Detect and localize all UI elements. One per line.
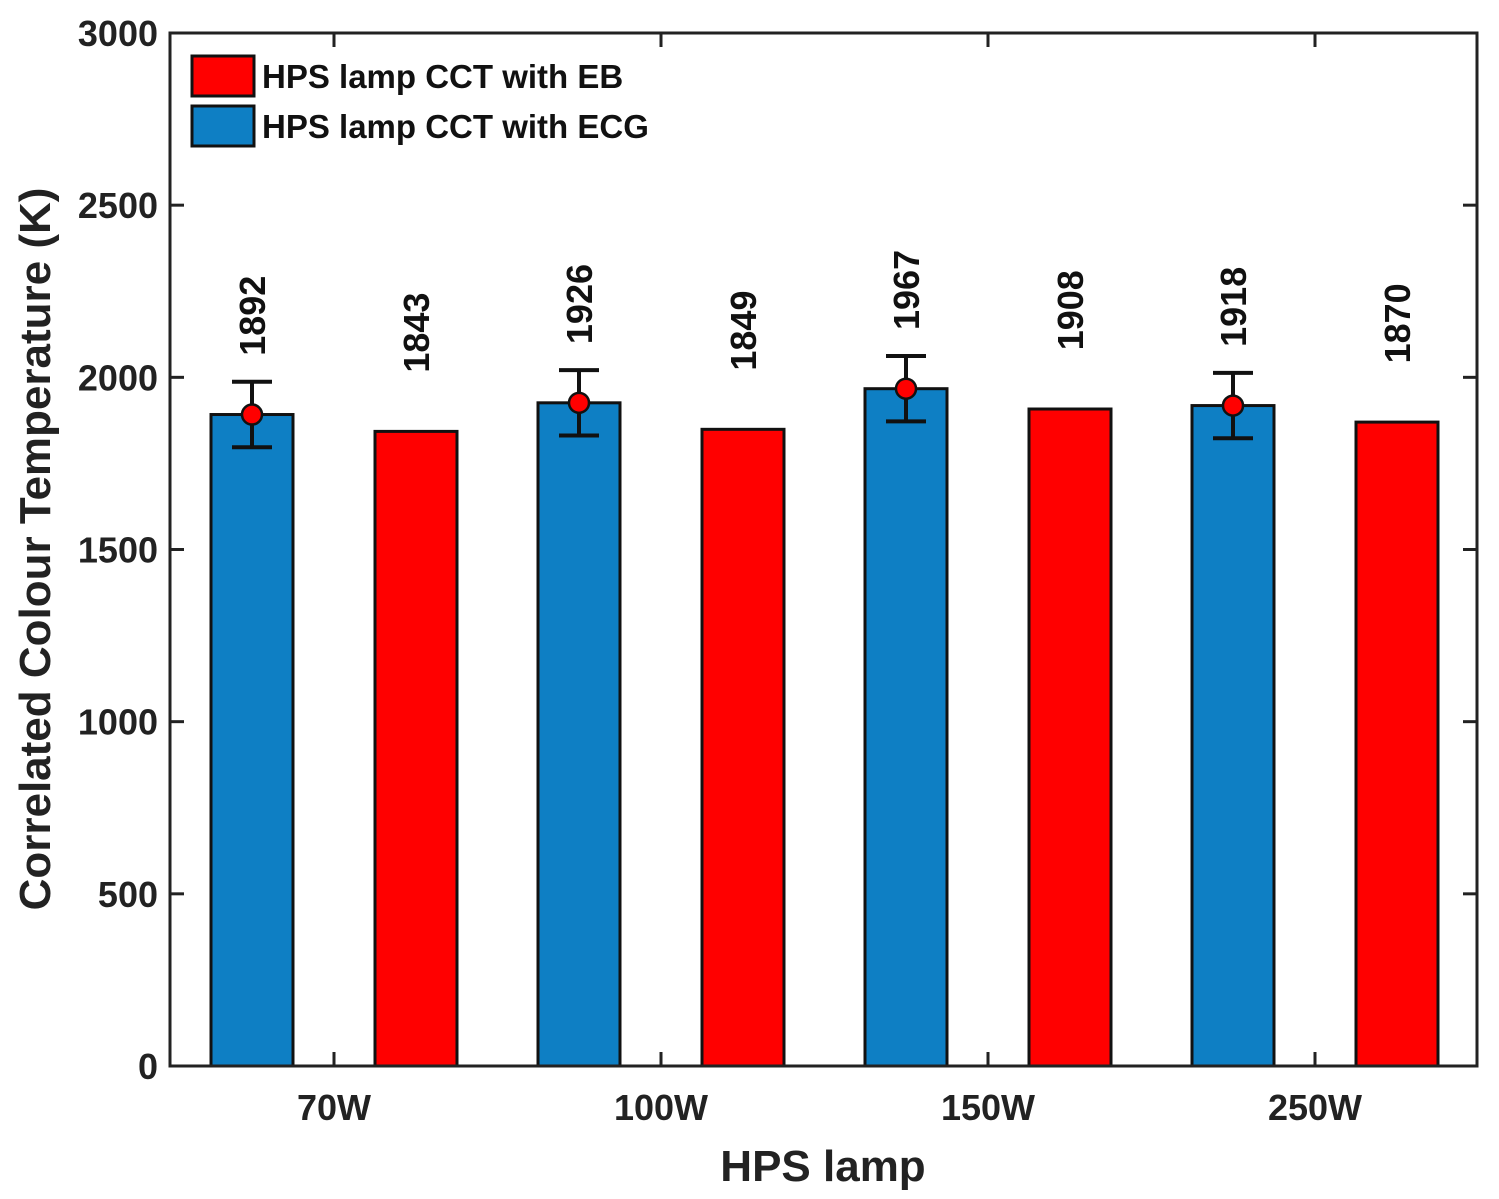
- mean-marker-250W: [1221, 394, 1245, 417]
- bar-ecg-150W: [863, 387, 949, 1068]
- legend-label-ecg: HPS lamp CCT with ECG: [262, 108, 649, 145]
- bar-ecg-100W: [536, 401, 622, 1068]
- y-tick-label-3000: 3000: [78, 13, 158, 54]
- y-tick-label-500: 500: [98, 874, 158, 915]
- data-label-eb-150W: 1908: [1050, 270, 1091, 350]
- mean-marker-70W: [240, 403, 264, 426]
- bars-layer: [209, 387, 1440, 1068]
- data-label-ecg-150W: 1967: [886, 250, 927, 330]
- y-tick-label-1500: 1500: [78, 530, 158, 571]
- x-tick-label-100W: 100W: [614, 1087, 708, 1128]
- data-labels-layer: 1892 1843 1926 1849 1967 1908 1918 1870: [232, 250, 1418, 373]
- error-bars-layer: [232, 353, 1253, 450]
- x-tick-label-70W: 70W: [297, 1087, 371, 1128]
- legend: HPS lamp CCT with EB HPS lamp CCT with EC…: [190, 54, 649, 148]
- data-label-ecg-70W: 1892: [232, 276, 273, 356]
- bar-eb-250W: [1354, 420, 1440, 1068]
- y-tick-label-0: 0: [138, 1046, 158, 1087]
- data-label-eb-70W: 1843: [396, 293, 437, 373]
- data-label-eb-100W: 1849: [723, 291, 764, 371]
- data-label-ecg-100W: 1926: [559, 264, 600, 344]
- y-tick-label-2500: 2500: [78, 185, 158, 226]
- x-tick-label-150W: 150W: [941, 1087, 1035, 1128]
- legend-label-eb: HPS lamp CCT with EB: [262, 58, 623, 95]
- bar-ecg-250W: [1190, 404, 1276, 1068]
- y-tick-label-1000: 1000: [78, 702, 158, 743]
- data-label-ecg-250W: 1918: [1213, 267, 1254, 347]
- bar-eb-150W: [1027, 407, 1113, 1068]
- axis-ticks-layer: 70W 100W 150W 250W 0 500 1000 1500 2000 2500 3000: [78, 13, 1477, 1128]
- mean-marker-150W: [894, 377, 918, 400]
- data-label-eb-250W: 1870: [1377, 283, 1418, 363]
- x-tick-label-250W: 250W: [1268, 1087, 1362, 1128]
- legend-swatch-ecg: [190, 104, 256, 148]
- y-axis-title: Correlated Colour Temperature (K): [11, 188, 60, 911]
- x-axis-title: HPS lamp: [720, 1142, 925, 1191]
- mean-marker-100W: [567, 391, 591, 415]
- y-tick-label-2000: 2000: [78, 357, 158, 398]
- bar-eb-70W: [373, 429, 459, 1068]
- legend-swatch-eb: [190, 54, 256, 98]
- bar-ecg-70W: [209, 413, 295, 1068]
- plot-area-frame: [168, 31, 1479, 1068]
- bar-eb-100W: [700, 427, 786, 1068]
